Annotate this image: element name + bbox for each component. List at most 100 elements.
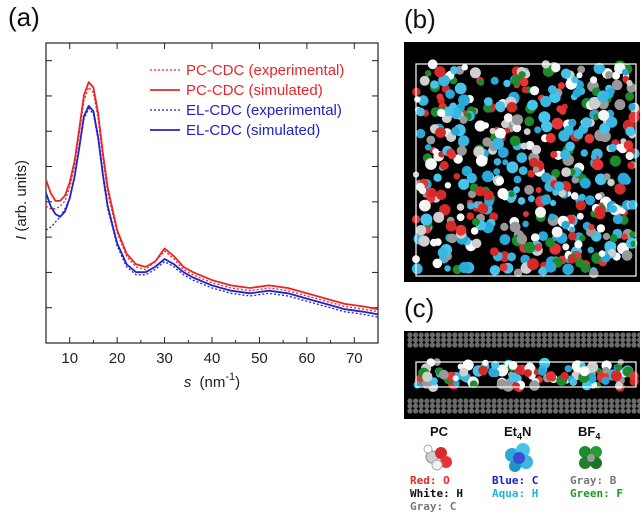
graphene-atom [480,342,486,348]
simulation-cell-frame [415,361,637,388]
graphene-atom [429,337,435,343]
graphene-atom [631,342,637,348]
graphene-atom [586,408,592,414]
atom-sphere [511,382,521,391]
atom-sphere [444,182,452,189]
graphene-atom [603,408,609,414]
graphene-atom [530,342,536,348]
atom-sphere [593,113,600,120]
atom-sphere [425,158,437,170]
graphene-atom [513,398,519,404]
atom-sphere [520,142,528,150]
atom-sphere [450,66,459,75]
atom-sphere [551,168,561,178]
graphene-atom [564,342,570,348]
x-tick-label: 40 [204,350,221,367]
graphene-atom [429,403,435,409]
atom-sphere [508,361,518,370]
atom-sphere [478,365,488,376]
graphene-atom [631,337,637,343]
key-color-line: Aqua: H [492,487,539,500]
graphene-atom [586,403,592,409]
graphene-atom [424,342,430,348]
atom-sphere [599,130,611,143]
atom-sphere [458,94,470,107]
atom-sphere [590,153,597,160]
x-tick-label: 10 [61,350,78,367]
atom-sphere [416,107,425,117]
atom-sphere [456,203,465,211]
graphene-atom [435,403,441,409]
atom-sphere [439,160,449,170]
atom-sphere [607,179,615,186]
atom-sphere [509,221,521,233]
atom-sphere [430,238,438,247]
atom-sphere [612,214,623,225]
graphene-atom [418,342,424,348]
graphene-atom [541,342,547,348]
atom-sphere [503,113,513,123]
atom-sphere [594,205,606,217]
graphene-atom [435,342,441,348]
atom-sphere [597,90,610,103]
atom-sphere [424,70,432,77]
legend-entry: EL-CDC (simulated) [186,122,320,139]
atom-sphere [528,195,535,203]
graphene-atom [418,403,424,409]
graphene-atom [446,332,452,338]
graphene-atom [592,332,598,338]
atom-sphere [437,247,449,258]
atom-sphere [497,188,509,200]
atom-sphere [580,149,588,157]
graphene-atom [575,398,581,404]
atom-sphere [608,143,617,152]
graphene-atom [631,403,637,409]
atom-sphere [621,233,628,240]
graphene-atom [407,342,413,348]
graphene-atom [553,332,559,338]
graphene-atom [485,398,491,404]
atom-sphere [420,213,433,226]
atom-sphere [455,224,467,236]
atom-sphere [458,261,471,274]
graphene-atom [547,342,553,348]
graphene-atom [446,408,452,414]
key-color-line: Gray: B [570,474,617,487]
graphene-atom [625,337,631,343]
graphene-atom [407,403,413,409]
atom-sphere [446,148,456,158]
atom-sphere [494,127,506,139]
graphene-atom [424,403,430,409]
graphene-atom [474,337,480,343]
atom-sphere [577,65,586,74]
atom-sphere [454,82,467,95]
atom-sphere [500,222,509,231]
graphene-atom [519,342,525,348]
atom-sphere [521,86,528,93]
graphene-atom [564,398,570,404]
legend-entry: PC-CDC (experimental) [186,62,344,79]
atom-sphere [508,191,515,198]
atom-sphere [415,225,427,236]
graphene-atom [452,337,458,343]
md-snapshot-top [404,42,641,282]
atom-sphere [512,123,522,133]
graphene-atom [586,342,592,348]
atom-sphere [447,233,458,244]
graphene-atom [485,408,491,414]
atom-sphere [499,263,508,272]
graphene-atom [581,398,587,404]
atom-sphere [461,64,468,71]
atom-sphere [477,203,489,214]
atom-sphere [475,155,488,167]
graphene-atom [508,408,514,414]
atom-sphere [625,151,634,161]
atom-sphere [592,159,604,171]
molecule-cloud-b [411,59,641,279]
atom-sphere [585,226,597,237]
atom-sphere [472,218,480,226]
graphene-atom [469,398,475,404]
graphene-atom [525,342,531,348]
atom-sphere [524,116,535,127]
